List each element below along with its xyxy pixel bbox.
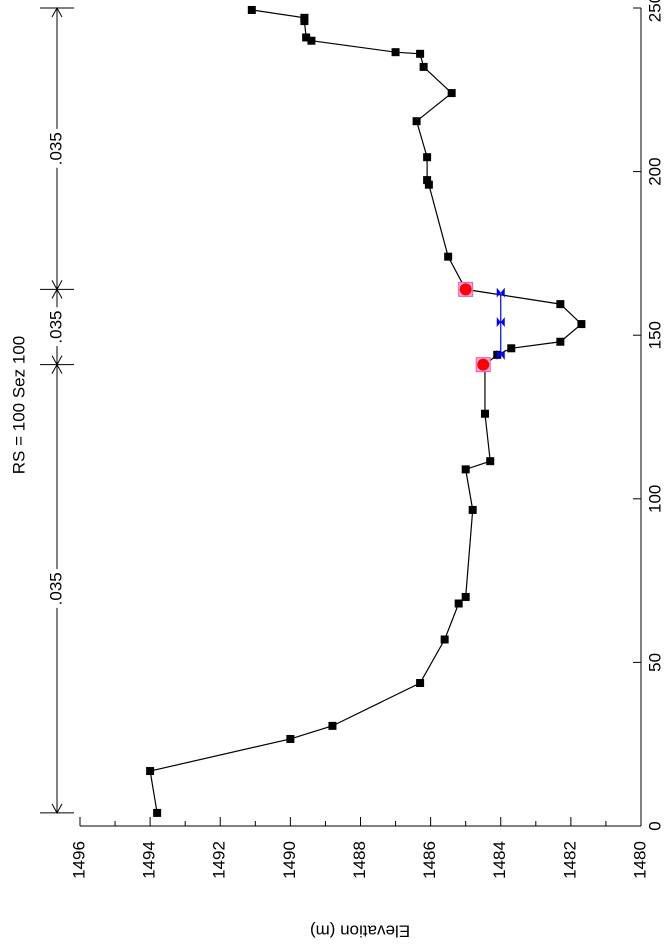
point-marker: [416, 49, 425, 58]
x-tick-label: 200: [645, 157, 664, 185]
point-marker: [507, 344, 516, 353]
n-label: .035: [46, 572, 65, 605]
x-tick-label: 100: [645, 485, 664, 513]
y-tick-label: 1480: [630, 841, 649, 879]
point-marker: [302, 33, 311, 42]
y-tick-label: 1494: [140, 841, 159, 879]
rotated-plot: RS = 100 Sez 100 Elevation (m) 0 50 100 150…: [9, 0, 664, 941]
y-tick-label: 1484: [490, 841, 509, 879]
bank-station: [477, 358, 490, 371]
point-marker: [328, 721, 337, 730]
point-marker: [486, 457, 495, 466]
y-tick-label: 1482: [560, 841, 579, 879]
n-label: .035: [46, 310, 65, 343]
series-line: [149, 9, 583, 814]
x-tick-label: 250: [645, 0, 664, 22]
y-tick-label: 1490: [280, 841, 299, 879]
point-marker: [423, 176, 432, 185]
point-marker: [461, 465, 470, 474]
point-marker: [247, 5, 256, 14]
point-marker: [480, 409, 489, 418]
y-axis-label: Elevation (m): [310, 922, 410, 941]
point-marker: [412, 117, 421, 126]
point-marker: [454, 599, 463, 608]
point-marker: [468, 505, 477, 514]
y-tick-label: 1486: [420, 841, 439, 879]
point-marker: [556, 337, 565, 346]
point-marker: [423, 153, 432, 162]
point-marker: [286, 734, 295, 743]
point-marker: [447, 89, 456, 98]
y-tick-label: 1492: [210, 841, 229, 879]
point-marker: [146, 767, 155, 776]
x-tick-label: 50: [645, 653, 664, 672]
point-marker: [391, 48, 400, 57]
point-marker: [556, 300, 565, 309]
point-marker: [300, 13, 309, 22]
point-marker: [153, 808, 162, 817]
point-marker: [461, 592, 470, 601]
y-tick-label: 1496: [69, 841, 88, 879]
x-tick-label: 0: [645, 821, 664, 830]
x-tick-label: 150: [645, 321, 664, 349]
water-marker: [496, 287, 505, 298]
n-arrow: [51, 6, 63, 291]
point-marker: [419, 62, 428, 71]
point-marker: [577, 320, 586, 329]
n-label: .035: [46, 132, 65, 165]
bank-station: [459, 283, 472, 296]
y-tick-label: 1488: [350, 841, 369, 879]
chart-title: RS = 100 Sez 100: [9, 336, 28, 474]
point-marker: [416, 679, 425, 688]
point-marker: [444, 252, 453, 261]
point-marker: [440, 635, 449, 644]
water-marker: [496, 317, 505, 328]
